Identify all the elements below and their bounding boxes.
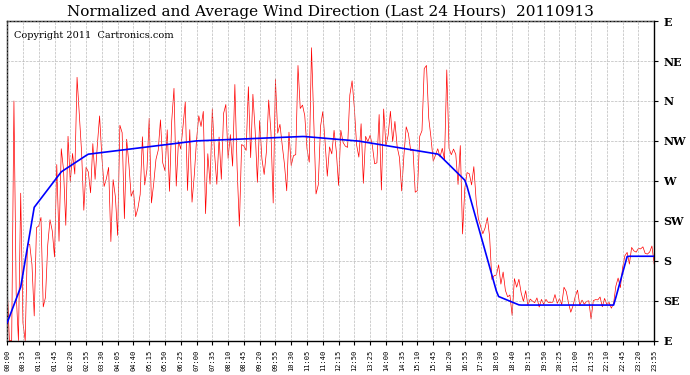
Text: Copyright 2011  Cartronics.com: Copyright 2011 Cartronics.com [14, 31, 173, 40]
Title: Normalized and Average Wind Direction (Last 24 Hours)  20110913: Normalized and Average Wind Direction (L… [67, 4, 594, 18]
